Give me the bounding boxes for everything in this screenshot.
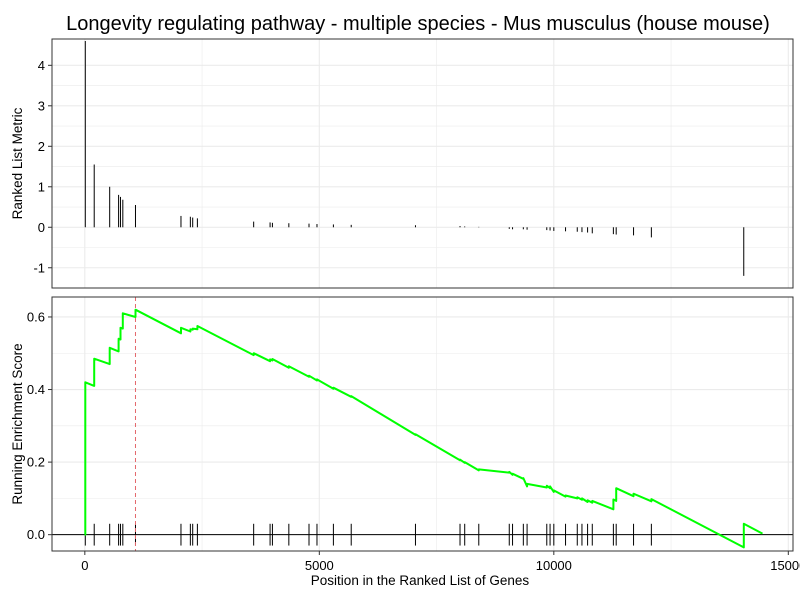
ranked-list-y-tick-label: -1 xyxy=(33,260,45,275)
ranked-list-y-tick-label: 0 xyxy=(38,220,45,235)
ranked-list-grid xyxy=(52,39,793,288)
ranked-list-y-tick-label: 2 xyxy=(38,139,45,154)
running-score-y-tick-label: 0.0 xyxy=(27,527,45,542)
running-score-y-axis-title: Running Enrichment Score xyxy=(10,343,25,504)
x-tick-label: 15000 xyxy=(770,558,800,573)
x-tick-label: 5000 xyxy=(305,558,334,573)
running-score-series xyxy=(84,308,763,549)
chart-title: Longevity regulating pathway - multiple … xyxy=(66,13,770,35)
ranked-list-y-tick-label: 3 xyxy=(38,98,45,113)
ranked-list-y-axis-title: Ranked List Metric xyxy=(10,107,25,219)
x-axis-ticks: 0 5000 10000 15000 xyxy=(81,551,800,573)
x-tick-label: 0 xyxy=(81,558,88,573)
ranked-list-y-ticks: -1 0 1 2 3 4 xyxy=(33,58,52,275)
ranked-list-bars xyxy=(84,41,745,276)
x-tick-label: 10000 xyxy=(536,558,572,573)
running-score-panel-border xyxy=(51,296,794,552)
running-score-y-tick-label: 0.4 xyxy=(27,382,45,397)
running-score-line xyxy=(84,308,763,549)
ranked-list-panel-border xyxy=(51,38,794,289)
ranked-list-y-tick-label: 1 xyxy=(38,179,45,194)
ranked-list-panel: -1 0 1 2 3 4 Ranked List Metric xyxy=(10,38,794,289)
ranked-list-y-tick-label: 4 xyxy=(38,58,45,73)
running-score-y-tick-label: 0.6 xyxy=(27,309,45,324)
running-score-panel: 0.0 0.2 0.4 0.6 Running Enrichment Score xyxy=(10,296,794,552)
running-score-y-tick-label: 0.2 xyxy=(27,455,45,470)
x-axis-title: Position in the Ranked List of Genes xyxy=(311,573,530,588)
running-score-y-ticks: 0.0 0.2 0.4 0.6 xyxy=(27,309,52,542)
